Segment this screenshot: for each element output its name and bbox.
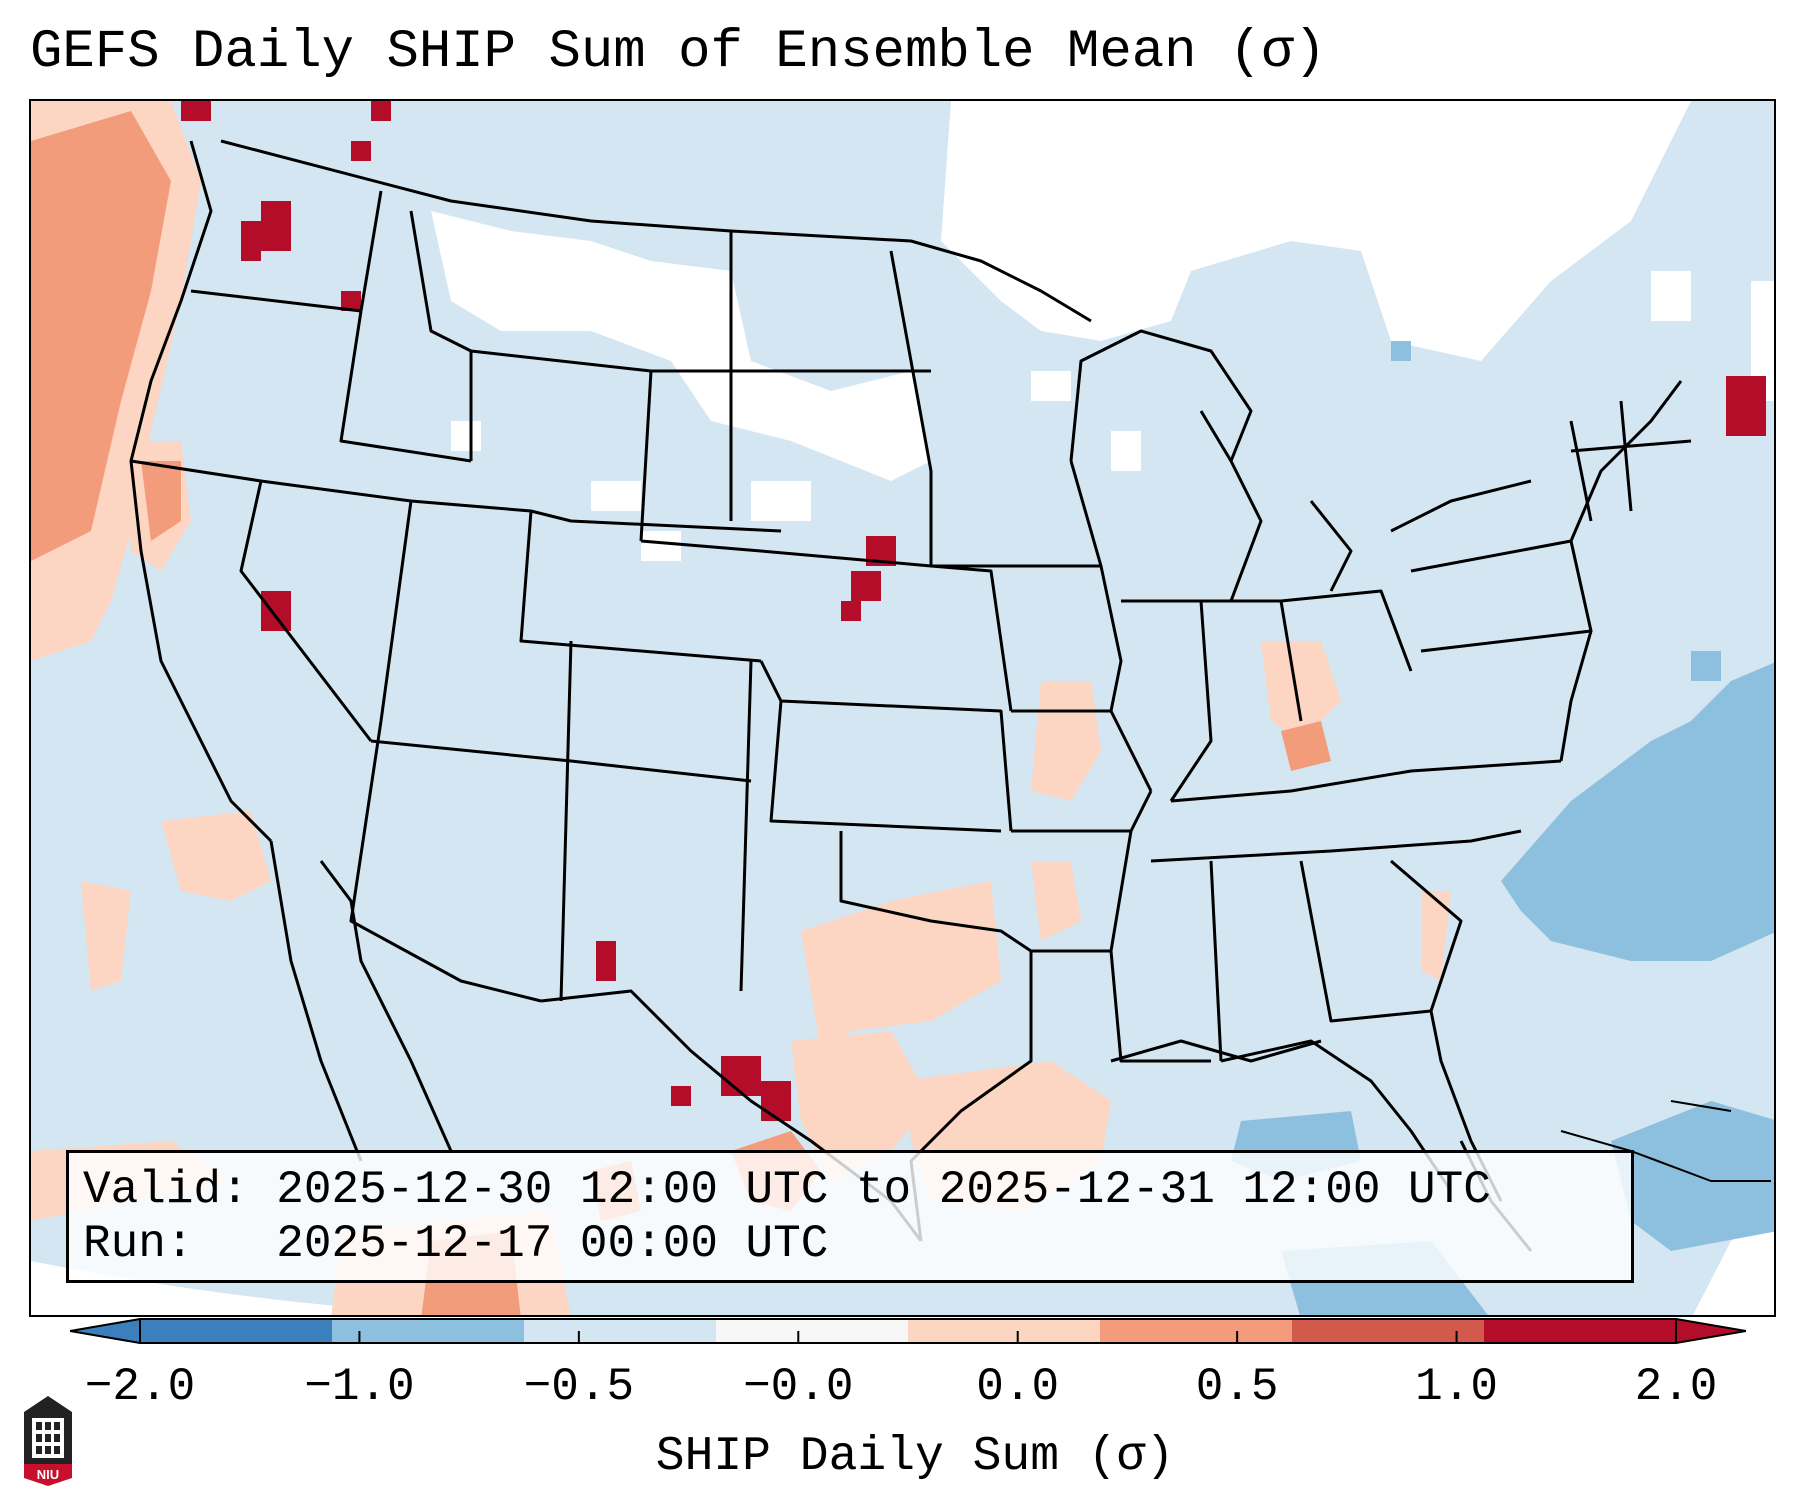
map-panel: [29, 99, 1776, 1317]
logo-text: NIU: [37, 1467, 59, 1482]
colorbar-tick-label: 0.0: [976, 1361, 1060, 1413]
colorbar-segment: [524, 1319, 717, 1343]
niu-logo: NIU: [24, 1396, 72, 1486]
colorbar-segment: [140, 1319, 333, 1343]
positive-anomaly-strong-regions: [181, 101, 1766, 1121]
colorbar: [70, 1318, 1746, 1344]
colorbar-tick-label: 2.0: [1634, 1361, 1718, 1413]
run-label: Run:: [83, 1218, 194, 1270]
colorbar-tick-label: 0.5: [1195, 1361, 1279, 1413]
colorbar-label: SHIP Daily Sum (σ): [655, 1430, 1175, 1484]
near-zero-regions: [31, 101, 1774, 1315]
colorbar-segment: [1484, 1319, 1677, 1343]
colorbar-tick-label: 1.0: [1415, 1361, 1498, 1413]
map-title: GEFS Daily SHIP Sum of Ensemble Mean (σ): [30, 22, 1327, 83]
colorbar-tick-label: −1.0: [304, 1361, 415, 1413]
info-box: Valid: 2025-12-30 12:00 UTC to 2025-12-3…: [66, 1150, 1634, 1283]
colorbar-extend-high: [1675, 1318, 1746, 1344]
ship-map: [31, 101, 1774, 1315]
colorbar-segment: [1292, 1319, 1485, 1343]
colorbar-segment: [716, 1319, 909, 1343]
colorbar-extend-low: [70, 1318, 141, 1344]
colorbar-segment: [908, 1319, 1101, 1343]
valid-label: Valid:: [83, 1164, 249, 1216]
state-boundaries: [129, 139, 1771, 1252]
colorbar-tick-label: −0.0: [743, 1361, 854, 1413]
colorbar-tick-label: −2.0: [84, 1361, 196, 1413]
colorbar-segment: [332, 1319, 525, 1343]
colorbar-tick-label: −0.5: [523, 1361, 635, 1413]
colorbar-segment: [1100, 1319, 1293, 1343]
valid-value: 2025-12-30 12:00 UTC to 2025-12-31 12:00…: [276, 1164, 1491, 1216]
run-value: 2025-12-17 00:00 UTC: [276, 1218, 829, 1270]
